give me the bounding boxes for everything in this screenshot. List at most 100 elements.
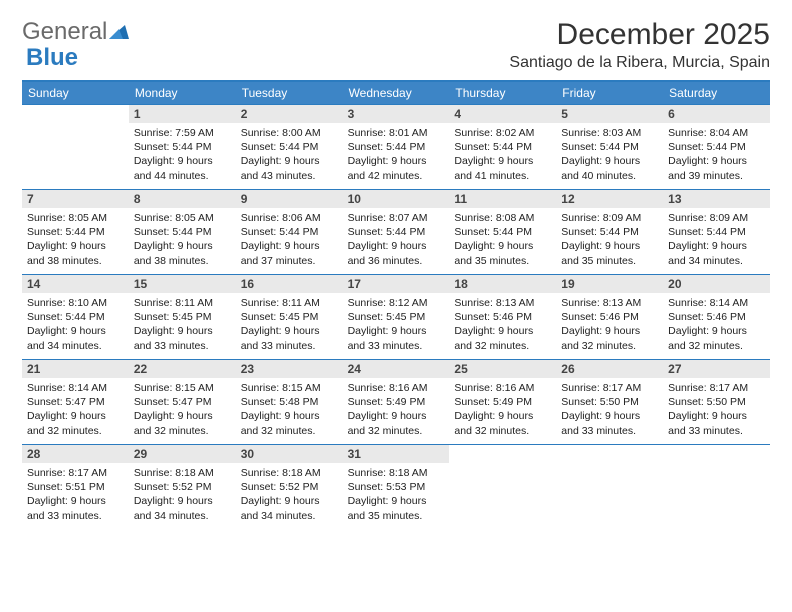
day-details: Sunrise: 8:17 AMSunset: 5:51 PMDaylight:… (22, 463, 129, 528)
day-cell: 2Sunrise: 8:00 AMSunset: 5:44 PMDaylight… (236, 105, 343, 189)
weekday-sunday: Sunday (22, 82, 129, 104)
day-cell: 24Sunrise: 8:16 AMSunset: 5:49 PMDayligh… (343, 360, 450, 444)
logo: General (22, 18, 129, 46)
day-number: 30 (236, 445, 343, 463)
day-number: 7 (22, 190, 129, 208)
day-details: Sunrise: 8:11 AMSunset: 5:45 PMDaylight:… (129, 293, 236, 358)
day-details: Sunrise: 8:03 AMSunset: 5:44 PMDaylight:… (556, 123, 663, 188)
day-number: 28 (22, 445, 129, 463)
day-number: 20 (663, 275, 770, 293)
day-number: 5 (556, 105, 663, 123)
day-number: 25 (449, 360, 556, 378)
day-details: Sunrise: 8:18 AMSunset: 5:52 PMDaylight:… (129, 463, 236, 528)
day-cell: 28Sunrise: 8:17 AMSunset: 5:51 PMDayligh… (22, 445, 129, 529)
weekday-saturday: Saturday (663, 82, 770, 104)
day-number: 23 (236, 360, 343, 378)
day-cell: 3Sunrise: 8:01 AMSunset: 5:44 PMDaylight… (343, 105, 450, 189)
day-number: 12 (556, 190, 663, 208)
day-cell: 17Sunrise: 8:12 AMSunset: 5:45 PMDayligh… (343, 275, 450, 359)
day-details: Sunrise: 8:15 AMSunset: 5:47 PMDaylight:… (129, 378, 236, 443)
day-number: 22 (129, 360, 236, 378)
day-cell: 23Sunrise: 8:15 AMSunset: 5:48 PMDayligh… (236, 360, 343, 444)
day-cell: 20Sunrise: 8:14 AMSunset: 5:46 PMDayligh… (663, 275, 770, 359)
day-number: 26 (556, 360, 663, 378)
logo-text-2: Blue (26, 44, 78, 72)
location: Santiago de la Ribera, Murcia, Spain (509, 54, 770, 72)
day-details: Sunrise: 8:02 AMSunset: 5:44 PMDaylight:… (449, 123, 556, 188)
weekday-tuesday: Tuesday (236, 82, 343, 104)
day-details: Sunrise: 8:13 AMSunset: 5:46 PMDaylight:… (449, 293, 556, 358)
logo-text-1: General (22, 18, 107, 46)
day-cell: 14Sunrise: 8:10 AMSunset: 5:44 PMDayligh… (22, 275, 129, 359)
day-details: Sunrise: 8:14 AMSunset: 5:46 PMDaylight:… (663, 293, 770, 358)
day-cell: 19Sunrise: 8:13 AMSunset: 5:46 PMDayligh… (556, 275, 663, 359)
week-row: 1Sunrise: 7:59 AMSunset: 5:44 PMDaylight… (22, 104, 770, 189)
day-details: Sunrise: 8:01 AMSunset: 5:44 PMDaylight:… (343, 123, 450, 188)
day-details: Sunrise: 8:17 AMSunset: 5:50 PMDaylight:… (663, 378, 770, 443)
day-cell: 12Sunrise: 8:09 AMSunset: 5:44 PMDayligh… (556, 190, 663, 274)
day-cell: 5Sunrise: 8:03 AMSunset: 5:44 PMDaylight… (556, 105, 663, 189)
weekday-header: SundayMondayTuesdayWednesdayThursdayFrid… (22, 82, 770, 104)
day-details: Sunrise: 8:05 AMSunset: 5:44 PMDaylight:… (129, 208, 236, 273)
day-details: Sunrise: 8:06 AMSunset: 5:44 PMDaylight:… (236, 208, 343, 273)
day-number (556, 445, 663, 449)
day-cell: 7Sunrise: 8:05 AMSunset: 5:44 PMDaylight… (22, 190, 129, 274)
day-number: 4 (449, 105, 556, 123)
week-row: 14Sunrise: 8:10 AMSunset: 5:44 PMDayligh… (22, 274, 770, 359)
calendar: SundayMondayTuesdayWednesdayThursdayFrid… (22, 80, 770, 529)
day-number: 15 (129, 275, 236, 293)
day-details: Sunrise: 8:08 AMSunset: 5:44 PMDaylight:… (449, 208, 556, 273)
day-number (449, 445, 556, 449)
day-cell: 10Sunrise: 8:07 AMSunset: 5:44 PMDayligh… (343, 190, 450, 274)
day-cell: 26Sunrise: 8:17 AMSunset: 5:50 PMDayligh… (556, 360, 663, 444)
day-number: 2 (236, 105, 343, 123)
day-details: Sunrise: 8:12 AMSunset: 5:45 PMDaylight:… (343, 293, 450, 358)
day-number: 29 (129, 445, 236, 463)
day-number: 3 (343, 105, 450, 123)
day-cell: 9Sunrise: 8:06 AMSunset: 5:44 PMDaylight… (236, 190, 343, 274)
triangle-icon (109, 18, 129, 46)
day-cell: 25Sunrise: 8:16 AMSunset: 5:49 PMDayligh… (449, 360, 556, 444)
day-details: Sunrise: 8:18 AMSunset: 5:52 PMDaylight:… (236, 463, 343, 528)
day-number (663, 445, 770, 449)
day-cell: 6Sunrise: 8:04 AMSunset: 5:44 PMDaylight… (663, 105, 770, 189)
weekday-wednesday: Wednesday (343, 82, 450, 104)
weekday-thursday: Thursday (449, 82, 556, 104)
day-cell: 16Sunrise: 8:11 AMSunset: 5:45 PMDayligh… (236, 275, 343, 359)
day-details: Sunrise: 8:17 AMSunset: 5:50 PMDaylight:… (556, 378, 663, 443)
day-details: Sunrise: 8:09 AMSunset: 5:44 PMDaylight:… (556, 208, 663, 273)
day-details: Sunrise: 8:11 AMSunset: 5:45 PMDaylight:… (236, 293, 343, 358)
day-details: Sunrise: 8:10 AMSunset: 5:44 PMDaylight:… (22, 293, 129, 358)
day-number: 11 (449, 190, 556, 208)
week-row: 7Sunrise: 8:05 AMSunset: 5:44 PMDaylight… (22, 189, 770, 274)
day-details: Sunrise: 8:05 AMSunset: 5:44 PMDaylight:… (22, 208, 129, 273)
day-number: 10 (343, 190, 450, 208)
day-cell: 11Sunrise: 8:08 AMSunset: 5:44 PMDayligh… (449, 190, 556, 274)
day-details: Sunrise: 8:18 AMSunset: 5:53 PMDaylight:… (343, 463, 450, 528)
day-cell: 21Sunrise: 8:14 AMSunset: 5:47 PMDayligh… (22, 360, 129, 444)
day-cell: 22Sunrise: 8:15 AMSunset: 5:47 PMDayligh… (129, 360, 236, 444)
day-details: Sunrise: 8:07 AMSunset: 5:44 PMDaylight:… (343, 208, 450, 273)
day-cell: 29Sunrise: 8:18 AMSunset: 5:52 PMDayligh… (129, 445, 236, 529)
day-details: Sunrise: 8:16 AMSunset: 5:49 PMDaylight:… (449, 378, 556, 443)
day-details: Sunrise: 8:00 AMSunset: 5:44 PMDaylight:… (236, 123, 343, 188)
day-cell: 13Sunrise: 8:09 AMSunset: 5:44 PMDayligh… (663, 190, 770, 274)
day-number: 14 (22, 275, 129, 293)
day-number: 18 (449, 275, 556, 293)
day-cell (22, 105, 129, 189)
day-number: 17 (343, 275, 450, 293)
header: General December 2025 Santiago de la Rib… (22, 18, 770, 72)
day-cell: 15Sunrise: 8:11 AMSunset: 5:45 PMDayligh… (129, 275, 236, 359)
day-number: 13 (663, 190, 770, 208)
day-number: 16 (236, 275, 343, 293)
day-cell: 1Sunrise: 7:59 AMSunset: 5:44 PMDaylight… (129, 105, 236, 189)
day-cell (449, 445, 556, 529)
day-number: 1 (129, 105, 236, 123)
day-cell: 30Sunrise: 8:18 AMSunset: 5:52 PMDayligh… (236, 445, 343, 529)
day-number: 8 (129, 190, 236, 208)
day-cell: 8Sunrise: 8:05 AMSunset: 5:44 PMDaylight… (129, 190, 236, 274)
day-number: 19 (556, 275, 663, 293)
day-number: 31 (343, 445, 450, 463)
day-cell: 31Sunrise: 8:18 AMSunset: 5:53 PMDayligh… (343, 445, 450, 529)
day-cell: 18Sunrise: 8:13 AMSunset: 5:46 PMDayligh… (449, 275, 556, 359)
